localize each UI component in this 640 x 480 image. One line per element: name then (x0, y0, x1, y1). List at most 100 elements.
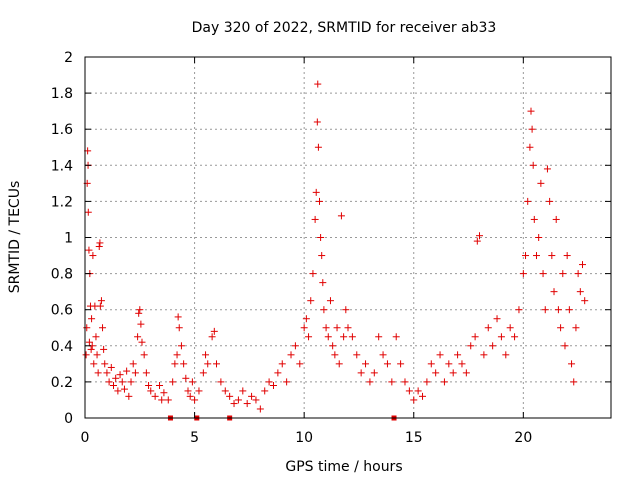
data-point (419, 392, 427, 400)
data-point (123, 367, 131, 375)
data-point (537, 179, 545, 187)
data-point (576, 288, 584, 296)
x-tick-label: 5 (190, 430, 199, 446)
x-tick-label: 10 (295, 430, 313, 446)
data-point (127, 378, 135, 386)
data-point (296, 360, 304, 368)
data-point (96, 239, 104, 247)
data-point (473, 237, 481, 245)
data-point (383, 360, 391, 368)
data-point (405, 387, 413, 395)
y-tick-label: 0.8 (51, 267, 73, 283)
data-point (449, 369, 457, 377)
data-point (99, 324, 107, 332)
data-point (401, 378, 409, 386)
data-point (278, 360, 286, 368)
data-point (226, 392, 234, 400)
data-point (357, 369, 365, 377)
data-point (311, 215, 319, 223)
data-point (269, 382, 277, 390)
data-point (546, 197, 554, 205)
data-point (96, 302, 104, 310)
ticks (84, 56, 611, 419)
data-point (541, 306, 549, 314)
data-point (559, 270, 567, 278)
data-point (392, 333, 400, 341)
data-point (129, 360, 137, 368)
data-point (92, 333, 100, 341)
data-point (527, 107, 535, 115)
data-point (202, 351, 210, 359)
y-tick-label: 0.4 (51, 339, 73, 355)
data-point (158, 396, 166, 404)
data-points (82, 80, 589, 413)
data-point (471, 333, 479, 341)
data-point (522, 252, 530, 260)
y-tick-label: 1.2 (51, 194, 73, 210)
data-point (300, 324, 308, 332)
data-point (493, 315, 501, 323)
data-point (445, 360, 453, 368)
data-point (134, 333, 142, 341)
data-point (535, 234, 543, 241)
data-point (467, 342, 475, 350)
data-point (506, 324, 514, 332)
data-point (140, 351, 148, 359)
data-point (261, 387, 269, 395)
data-point (256, 405, 264, 413)
data-point (581, 297, 589, 305)
y-tick-label: 1 (64, 231, 73, 247)
data-point (530, 215, 538, 223)
data-point (511, 333, 519, 341)
data-point (283, 378, 291, 386)
data-point (302, 315, 310, 323)
data-point (319, 279, 327, 287)
data-point (171, 360, 179, 368)
data-point (312, 188, 320, 196)
data-point (344, 324, 352, 332)
data-point (561, 342, 569, 350)
data-point (375, 333, 383, 341)
data-point (307, 297, 315, 305)
data-point (101, 360, 109, 368)
data-point (366, 378, 374, 386)
data-point (314, 143, 322, 151)
data-point (574, 270, 582, 278)
data-point (84, 208, 92, 216)
data-point (326, 297, 334, 305)
data-point (142, 369, 150, 377)
data-point (529, 161, 537, 169)
data-point (362, 360, 370, 368)
data-point (316, 197, 324, 205)
data-point (309, 270, 317, 278)
data-point (329, 342, 337, 350)
data-point (318, 252, 326, 260)
data-point (114, 387, 122, 395)
grid (85, 57, 611, 418)
data-point (526, 143, 534, 151)
data-point (95, 243, 103, 251)
data-point (314, 80, 322, 88)
y-axis-label: SRMTID / TECUs (7, 181, 23, 294)
data-point (539, 270, 547, 278)
data-point (221, 387, 229, 395)
data-point (243, 400, 251, 408)
data-point (137, 320, 145, 328)
data-point (348, 333, 356, 341)
data-point (462, 369, 470, 377)
data-point (156, 382, 164, 390)
data-point (164, 396, 172, 404)
data-point (125, 392, 133, 400)
data-point (317, 234, 325, 241)
data-point (423, 378, 431, 386)
data-point (565, 306, 573, 314)
data-point (572, 324, 580, 332)
data-point (93, 351, 101, 359)
data-point (388, 378, 396, 386)
data-point (85, 338, 93, 346)
data-point (410, 396, 418, 404)
y-tick-label: 1.6 (51, 122, 73, 138)
data-point (480, 351, 488, 359)
data-point (169, 378, 177, 386)
